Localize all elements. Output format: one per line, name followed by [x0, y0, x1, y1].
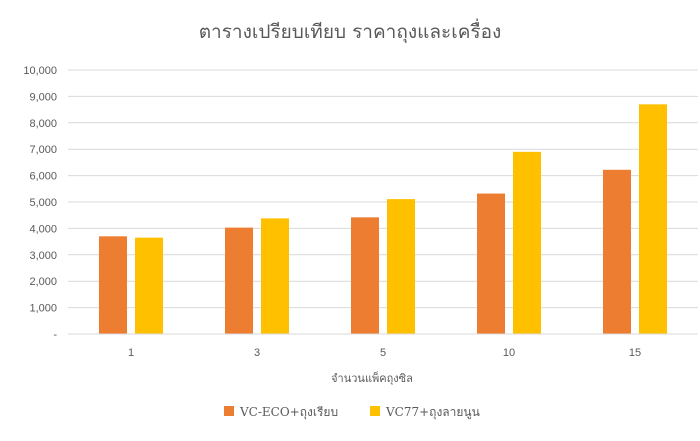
- y-axis-ticks: - 1,000 2,000 3,000 4,000 5,000 6,000 7,000 8,00…: [23, 65, 57, 341]
- legend-label: VC77+ถุงลายนูน: [385, 405, 480, 420]
- y-tick-label: 5,000: [29, 197, 57, 209]
- y-tick-label: 1,000: [29, 303, 57, 315]
- gridlines: [68, 69, 698, 309]
- bar-vc-eco-10: [477, 193, 505, 334]
- bar-vc77-1: [135, 237, 163, 334]
- y-tick-label: 2,000: [29, 276, 57, 288]
- bar-vc-eco-15: [603, 169, 631, 334]
- x-tick-label: 1: [128, 347, 134, 359]
- x-tick-label: 5: [380, 347, 386, 359]
- bars: [99, 104, 667, 334]
- bar-vc77-5: [387, 199, 415, 334]
- bar-vc77-10: [513, 151, 541, 334]
- legend-swatch: [224, 406, 234, 416]
- chart-title: ตารางเปรียบเทียบ ราคาถุงและเครื่อง: [199, 18, 502, 44]
- y-tick-label: 10,000: [23, 65, 57, 77]
- legend: VC-ECO+ถุงเรียบ VC77+ถุงลายนูน: [224, 405, 480, 420]
- bar-vc-eco-3: [225, 227, 253, 334]
- x-tick-label: 15: [629, 347, 641, 359]
- y-tick-label: 6,000: [29, 171, 57, 183]
- x-tick-label: 10: [503, 347, 515, 359]
- bar-vc77-15: [639, 104, 667, 334]
- y-tick-label: 8,000: [29, 118, 57, 130]
- bar-vc77-3: [261, 218, 289, 334]
- bar-vc-eco-5: [351, 217, 379, 334]
- legend-swatch: [370, 406, 380, 416]
- y-tick-label: 4,000: [29, 223, 57, 235]
- y-tick-label: 3,000: [29, 250, 57, 262]
- y-tick-label: 7,000: [29, 144, 57, 156]
- x-tick-label: 3: [254, 347, 260, 359]
- x-axis-label: จำนวนแพ็คถุงซิล: [331, 371, 413, 385]
- y-tick-label: -: [53, 329, 57, 341]
- x-axis-ticks: 1 3 5 10 15: [128, 347, 641, 359]
- bar-vc-eco-1: [99, 236, 127, 334]
- legend-label: VC-ECO+ถุงเรียบ: [239, 405, 338, 420]
- y-tick-label: 9,000: [29, 91, 57, 103]
